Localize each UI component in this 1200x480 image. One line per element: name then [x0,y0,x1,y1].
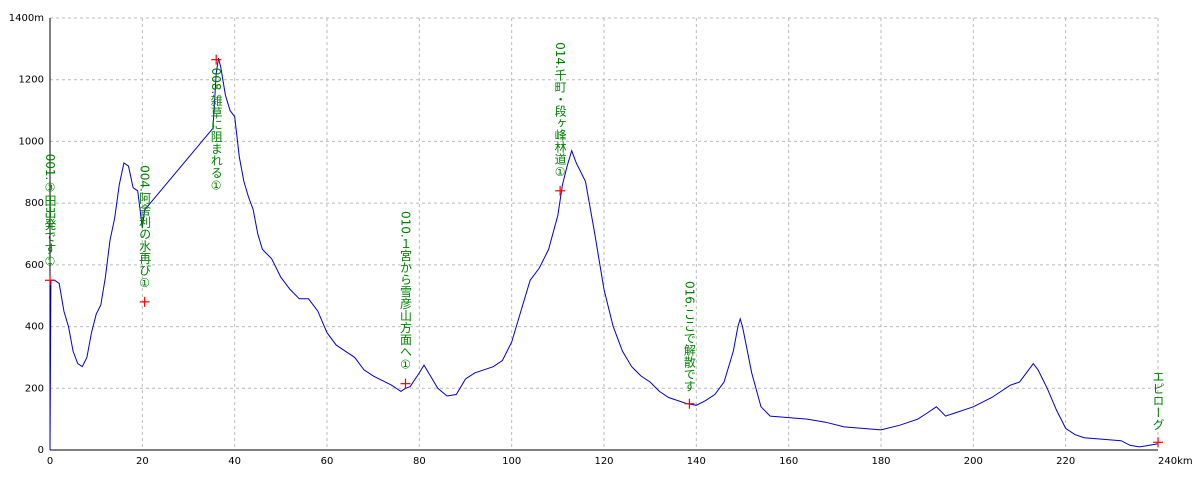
y-tick-label: 400 [25,322,44,333]
waypoint-marker [1153,437,1163,448]
waypoint-marker [139,296,150,307]
x-tick-label: 120 [594,456,613,467]
x-tick-label: 80 [413,456,426,467]
y-tick-label: 1000 [19,136,44,147]
x-tick-label: 100 [502,456,521,467]
y-tick-label: 200 [25,383,44,394]
y-tick-label: 800 [25,198,44,209]
x-tick-label: 140 [687,456,706,467]
waypoint-marker [211,54,222,65]
waypoint-label: 010.１宮から雪彦山方面へ① [398,211,412,372]
waypoint-label: 008.雑草に阻まれる① [209,68,223,193]
y-tick-label: 600 [25,260,44,271]
x-tick-label: 60 [321,456,334,467]
waypoint-label: 004.阿舎利の水再び① [138,165,152,290]
waypoint-marker [555,185,566,196]
waypoint-marker [45,275,55,286]
x-tick-label: 200 [964,456,983,467]
x-tick-label: 20 [136,456,149,467]
waypoint-label: エピローグ [1151,370,1165,430]
x-tick-label: 40 [228,456,241,467]
x-tick-label: 180 [871,456,890,467]
elevation-line [49,57,1159,451]
waypoint-label: 001.③田出発です① [43,154,57,269]
x-tick-label: 0 [47,456,53,467]
waypoint-marker [400,378,411,389]
waypoint-label: 014.千町・段ヶ峰林道① [553,42,567,179]
x-tick-label: 160 [779,456,798,467]
y-tick-label: 1200 [19,75,44,86]
x-tick-label: 240km [1158,456,1193,467]
y-tick-label: 1400m [9,13,44,24]
waypoint-label: 016.ここで解散です [682,281,696,392]
y-tick-label: 0 [38,445,44,456]
waypoint-marker [684,398,695,409]
x-tick-label: 220 [1056,456,1075,467]
